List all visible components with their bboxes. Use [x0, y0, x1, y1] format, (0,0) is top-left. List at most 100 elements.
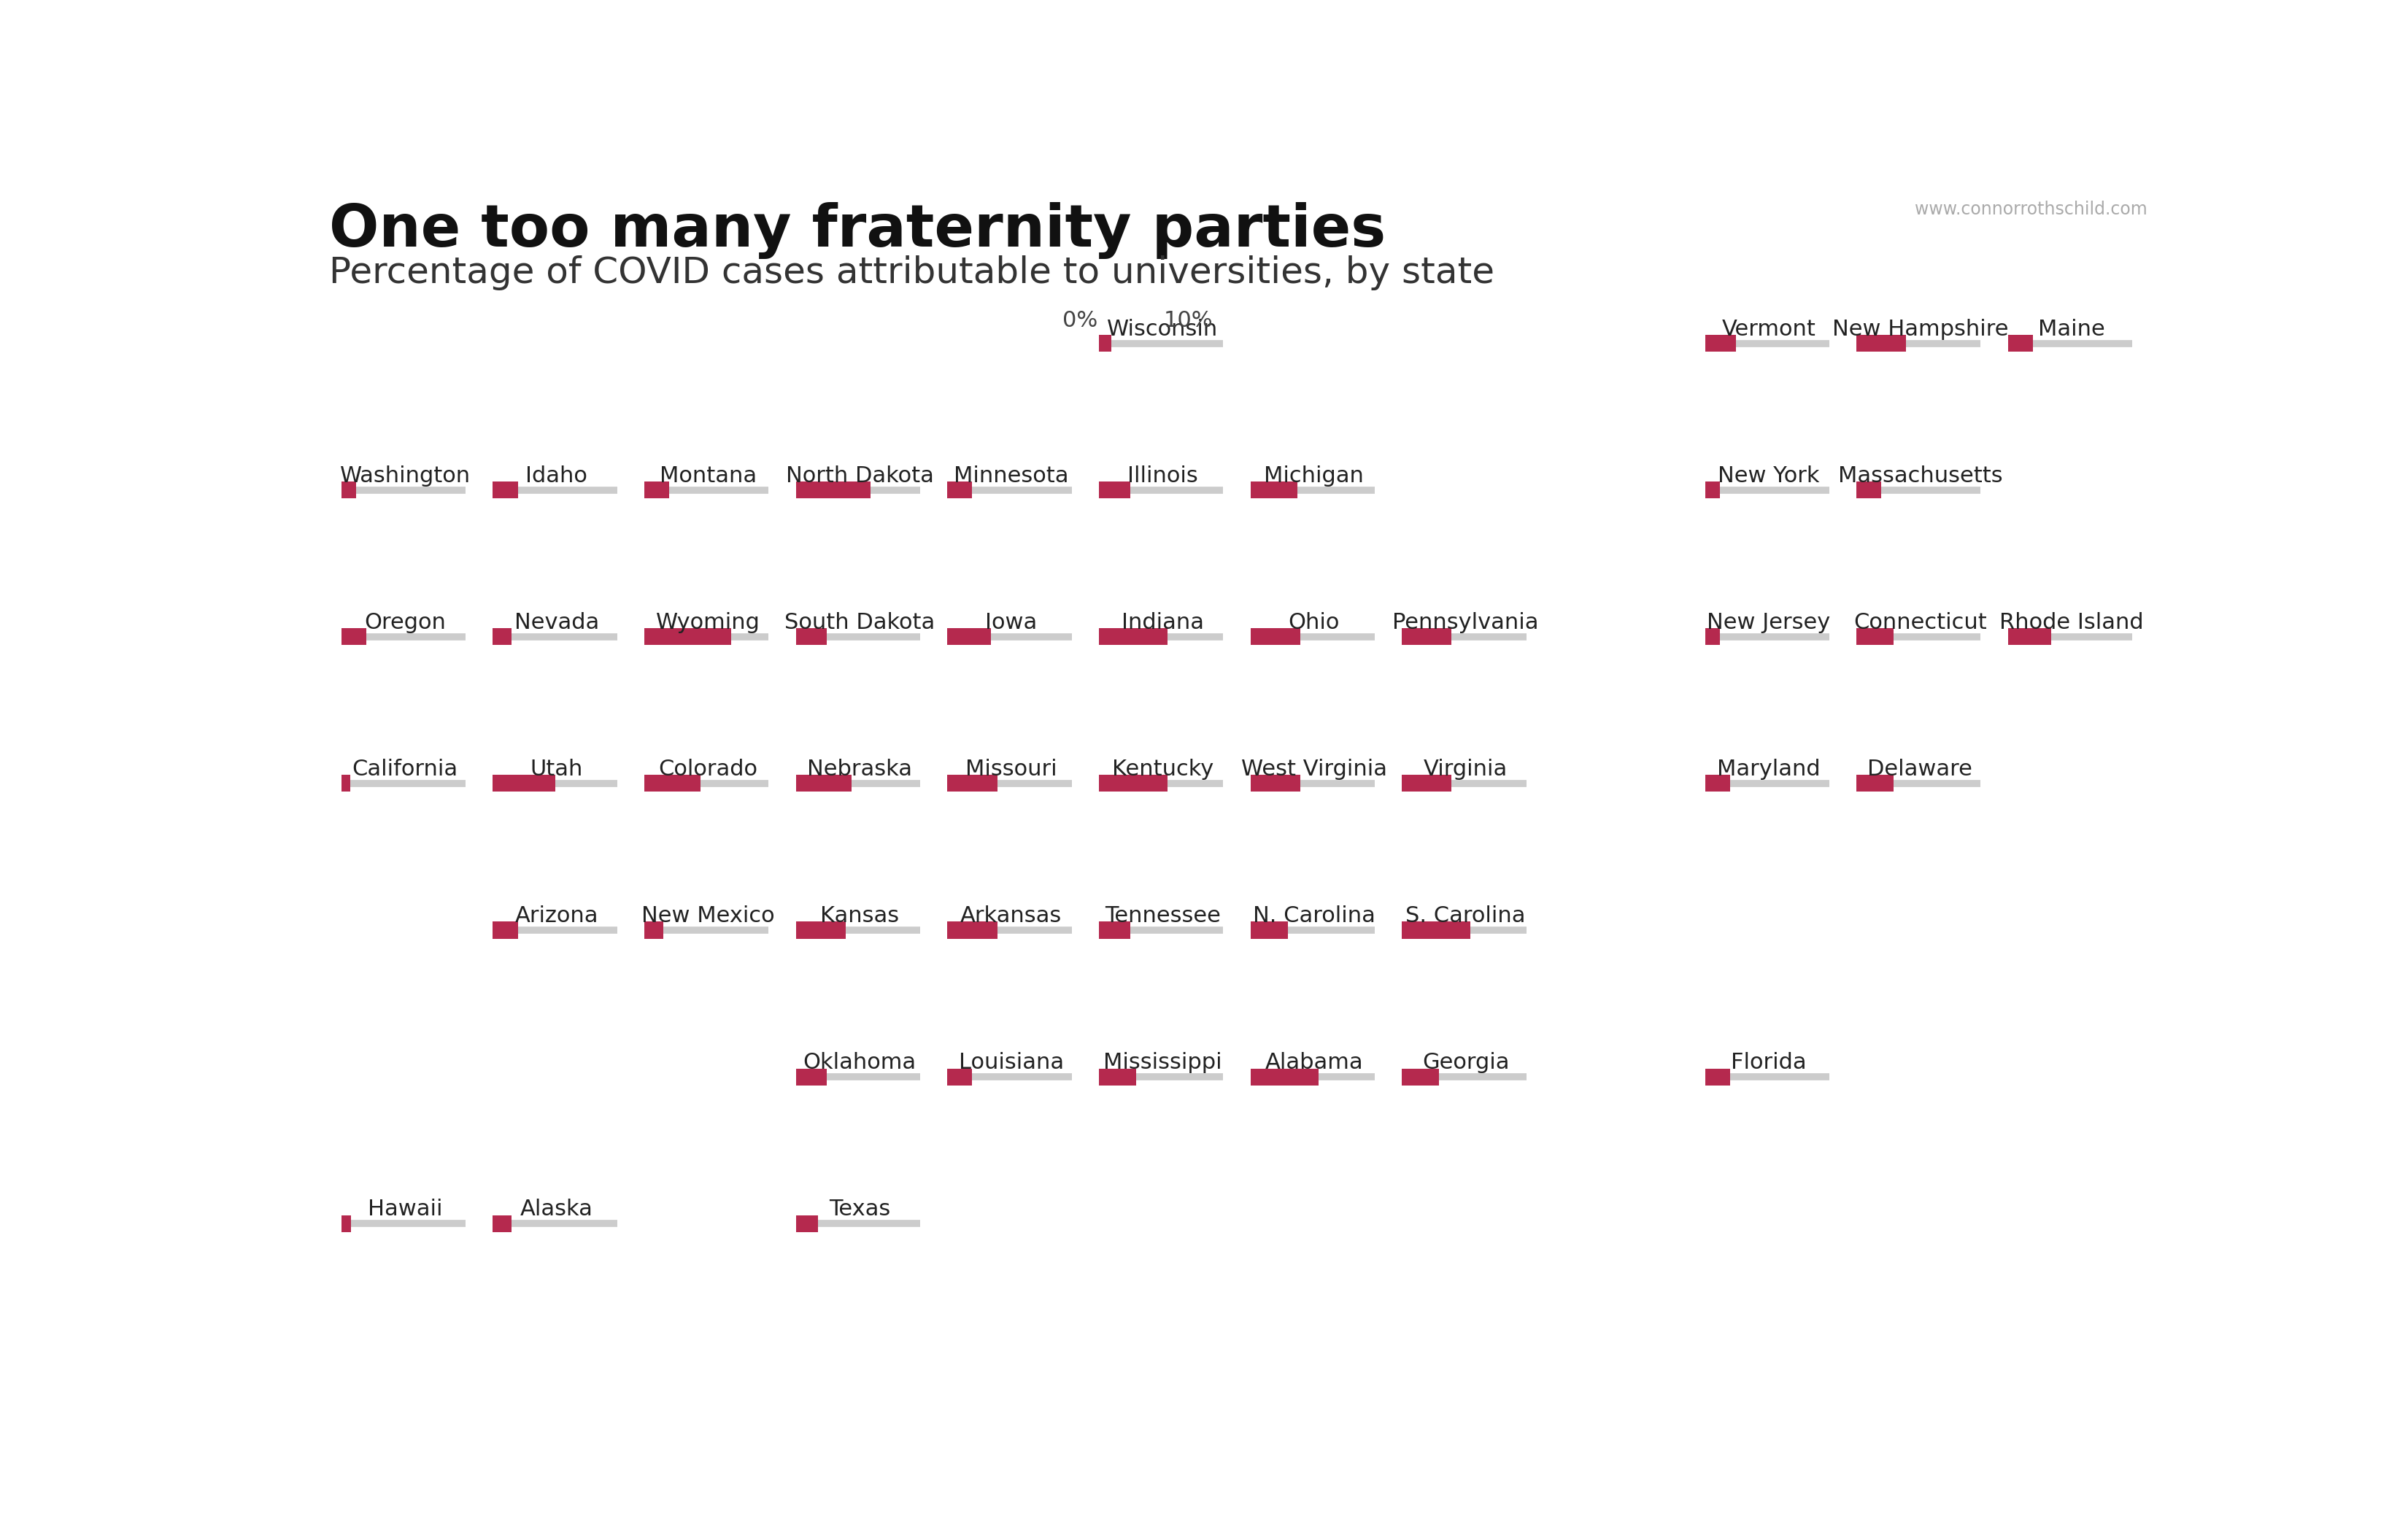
Text: Tennessee: Tennessee: [1105, 905, 1221, 927]
Text: California: California: [352, 758, 458, 780]
Text: Minnesota: Minnesota: [954, 466, 1069, 487]
FancyBboxPatch shape: [946, 1068, 973, 1085]
FancyBboxPatch shape: [494, 481, 518, 498]
Text: Nevada: Nevada: [515, 613, 600, 633]
FancyBboxPatch shape: [1705, 336, 1736, 352]
FancyBboxPatch shape: [1401, 775, 1452, 792]
FancyBboxPatch shape: [1250, 775, 1300, 792]
Text: West Virginia: West Virginia: [1240, 758, 1387, 780]
FancyBboxPatch shape: [1098, 1068, 1137, 1085]
FancyBboxPatch shape: [797, 628, 826, 645]
Text: www.connorrothschild.com: www.connorrothschild.com: [1914, 201, 2148, 218]
FancyBboxPatch shape: [1705, 481, 1719, 498]
Text: Iowa: Iowa: [985, 613, 1038, 633]
FancyBboxPatch shape: [342, 1215, 352, 1232]
Text: Oregon: Oregon: [364, 613, 445, 633]
FancyBboxPatch shape: [494, 628, 510, 645]
FancyBboxPatch shape: [1705, 775, 1729, 792]
Text: Percentage of COVID cases attributable to universities, by state: Percentage of COVID cases attributable t…: [330, 256, 1495, 290]
FancyBboxPatch shape: [645, 775, 701, 792]
Text: Hawaii: Hawaii: [368, 1200, 443, 1219]
FancyBboxPatch shape: [797, 1215, 819, 1232]
FancyBboxPatch shape: [1250, 481, 1298, 498]
Text: Mississippi: Mississippi: [1103, 1052, 1221, 1074]
FancyBboxPatch shape: [1857, 336, 1907, 352]
Text: Arizona: Arizona: [515, 905, 597, 927]
Text: N. Carolina: N. Carolina: [1252, 905, 1375, 927]
Text: Missouri: Missouri: [966, 758, 1057, 780]
Text: S. Carolina: S. Carolina: [1406, 905, 1527, 927]
Text: Rhode Island: Rhode Island: [1999, 613, 2143, 633]
FancyBboxPatch shape: [494, 1215, 510, 1232]
Text: Alaska: Alaska: [520, 1200, 592, 1219]
Text: Alabama: Alabama: [1264, 1052, 1363, 1074]
Text: Vermont: Vermont: [1722, 319, 1816, 340]
Text: One too many fraternity parties: One too many fraternity parties: [330, 202, 1387, 259]
FancyBboxPatch shape: [1250, 1068, 1320, 1085]
Text: New York: New York: [1717, 466, 1820, 487]
Text: Florida: Florida: [1731, 1052, 1806, 1074]
Text: Wisconsin: Wisconsin: [1108, 319, 1218, 340]
Text: Nebraska: Nebraska: [807, 758, 913, 780]
Text: Montana: Montana: [660, 466, 756, 487]
Text: New Mexico: New Mexico: [641, 905, 775, 927]
Text: Maine: Maine: [2037, 319, 2105, 340]
FancyBboxPatch shape: [1401, 1068, 1440, 1085]
FancyBboxPatch shape: [1401, 922, 1471, 939]
FancyBboxPatch shape: [342, 628, 366, 645]
FancyBboxPatch shape: [1098, 775, 1168, 792]
FancyBboxPatch shape: [1250, 922, 1288, 939]
FancyBboxPatch shape: [1098, 481, 1129, 498]
Text: North Dakota: North Dakota: [785, 466, 934, 487]
Text: 10%: 10%: [1163, 309, 1214, 331]
FancyBboxPatch shape: [1098, 628, 1168, 645]
FancyBboxPatch shape: [797, 1068, 826, 1085]
FancyBboxPatch shape: [2008, 628, 2052, 645]
Text: Washington: Washington: [340, 466, 470, 487]
FancyBboxPatch shape: [946, 922, 997, 939]
FancyBboxPatch shape: [797, 922, 845, 939]
FancyBboxPatch shape: [946, 775, 997, 792]
Text: Pennsylvania: Pennsylvania: [1392, 613, 1539, 633]
FancyBboxPatch shape: [342, 481, 356, 498]
Text: South Dakota: South Dakota: [785, 613, 934, 633]
Text: Illinois: Illinois: [1127, 466, 1197, 487]
Text: Arkansas: Arkansas: [961, 905, 1062, 927]
FancyBboxPatch shape: [1250, 628, 1300, 645]
Text: Georgia: Georgia: [1423, 1052, 1510, 1074]
FancyBboxPatch shape: [946, 481, 973, 498]
FancyBboxPatch shape: [2008, 336, 2032, 352]
Text: Utah: Utah: [530, 758, 583, 780]
Text: Colorado: Colorado: [657, 758, 759, 780]
FancyBboxPatch shape: [797, 775, 852, 792]
FancyBboxPatch shape: [1401, 628, 1452, 645]
Text: 0%: 0%: [1062, 309, 1098, 331]
FancyBboxPatch shape: [946, 628, 992, 645]
FancyBboxPatch shape: [797, 481, 869, 498]
FancyBboxPatch shape: [342, 775, 349, 792]
Text: Wyoming: Wyoming: [655, 613, 761, 633]
FancyBboxPatch shape: [1705, 628, 1719, 645]
Text: Ohio: Ohio: [1288, 613, 1339, 633]
Text: Kentucky: Kentucky: [1112, 758, 1214, 780]
FancyBboxPatch shape: [1857, 628, 1893, 645]
Text: Delaware: Delaware: [1869, 758, 1972, 780]
Text: Massachusetts: Massachusetts: [1837, 466, 2003, 487]
FancyBboxPatch shape: [1098, 922, 1129, 939]
Text: Idaho: Idaho: [525, 466, 588, 487]
Text: New Jersey: New Jersey: [1707, 613, 1830, 633]
FancyBboxPatch shape: [494, 775, 554, 792]
FancyBboxPatch shape: [645, 481, 669, 498]
FancyBboxPatch shape: [1098, 336, 1112, 352]
Text: Connecticut: Connecticut: [1854, 613, 1987, 633]
Text: Indiana: Indiana: [1122, 613, 1204, 633]
Text: Michigan: Michigan: [1264, 466, 1363, 487]
Text: Oklahoma: Oklahoma: [802, 1052, 915, 1074]
Text: New Hampshire: New Hampshire: [1832, 319, 2008, 340]
FancyBboxPatch shape: [645, 922, 662, 939]
FancyBboxPatch shape: [1857, 775, 1893, 792]
Text: Louisiana: Louisiana: [958, 1052, 1064, 1074]
Text: Kansas: Kansas: [821, 905, 898, 927]
Text: Maryland: Maryland: [1717, 758, 1820, 780]
Text: Texas: Texas: [828, 1200, 891, 1219]
